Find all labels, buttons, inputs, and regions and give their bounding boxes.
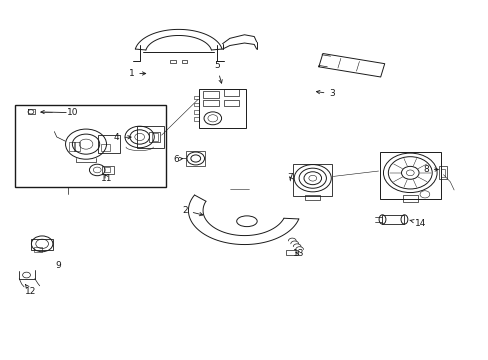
Text: 12: 12 xyxy=(25,284,37,296)
Bar xyxy=(31,239,53,250)
Bar xyxy=(15,105,166,187)
Text: 13: 13 xyxy=(293,249,304,258)
Bar xyxy=(203,100,218,107)
Bar xyxy=(402,195,417,202)
Bar xyxy=(69,141,75,150)
Bar xyxy=(199,89,245,128)
Bar xyxy=(181,60,187,63)
Bar xyxy=(149,132,160,142)
Text: 11: 11 xyxy=(101,174,113,183)
Bar xyxy=(98,135,120,153)
Bar xyxy=(194,96,199,99)
Bar xyxy=(194,110,199,114)
Bar xyxy=(152,134,158,140)
Bar xyxy=(34,247,41,252)
Bar xyxy=(185,151,205,166)
Text: 4: 4 xyxy=(114,133,131,142)
Bar xyxy=(379,152,440,199)
Text: 1: 1 xyxy=(128,69,145,78)
Text: 2: 2 xyxy=(182,206,203,216)
Bar xyxy=(101,144,110,151)
Text: 3: 3 xyxy=(316,89,334,98)
Bar xyxy=(194,117,199,121)
Bar xyxy=(440,168,445,177)
Text: 14: 14 xyxy=(409,219,426,228)
Text: 7: 7 xyxy=(286,173,292,182)
Bar xyxy=(102,166,114,174)
Bar xyxy=(74,141,80,150)
Text: 6: 6 xyxy=(173,155,182,164)
Bar xyxy=(169,60,175,63)
Bar xyxy=(137,126,163,148)
Bar xyxy=(382,215,404,224)
Bar xyxy=(223,89,239,96)
Text: 8: 8 xyxy=(422,166,437,175)
Bar xyxy=(203,91,218,98)
Bar xyxy=(305,195,320,200)
Text: 5: 5 xyxy=(213,62,222,83)
Bar xyxy=(223,100,239,107)
Bar xyxy=(286,250,298,255)
Text: 9: 9 xyxy=(55,261,61,270)
Bar xyxy=(438,166,447,179)
Bar xyxy=(103,167,110,172)
Bar xyxy=(293,164,331,196)
Text: 10: 10 xyxy=(67,108,79,117)
Bar xyxy=(194,103,199,107)
